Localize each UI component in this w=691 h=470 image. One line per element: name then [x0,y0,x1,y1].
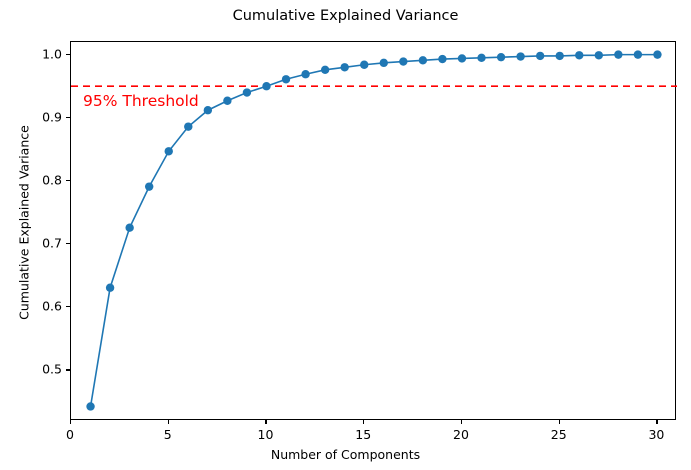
data-point [164,147,173,156]
data-point [262,82,271,91]
x-tick-label: 30 [648,427,665,442]
y-tick-label: 0.5 [42,361,62,377]
series-group [86,50,662,411]
data-point [496,52,506,62]
x-tick-label: 10 [257,427,274,442]
x-tick-mark [265,420,267,424]
data-point [418,56,428,65]
x-tick-mark [70,420,72,424]
x-axis-label: Number of Components [270,447,421,462]
data-point [360,60,369,69]
y-tick-label: 0.8 [42,172,62,188]
y-axis-label: Cumulative Explained Variance [16,125,32,320]
data-point [575,51,584,60]
y-tick-mark [66,53,70,55]
data-point [457,54,467,63]
threshold-annotation-label: 95% Threshold [83,92,199,111]
y-tick-mark [66,369,70,371]
x-axis-tick-labels: 0 5 10 15 20 25 30 [0,427,691,447]
plot-area: 95% Threshold [70,41,677,420]
data-point [203,106,213,115]
data-point [144,182,154,191]
x-tick-mark [460,420,463,424]
data-point [86,402,95,411]
data-point [614,50,623,59]
x-tick-mark [558,420,560,424]
y-axis-tick-labels: 0.5 0.6 0.7 0.8 0.9 1.0 [0,0,62,470]
plot-svg [71,50,677,411]
y-tick-mark [66,116,70,118]
x-tick-label: 5 [163,427,172,442]
y-tick-mark [66,179,70,182]
x-tick-label: 20 [453,427,469,442]
data-point [477,53,486,62]
data-point [105,283,115,292]
data-point [184,122,193,131]
data-point [242,88,252,97]
x-tick-label: 25 [550,427,567,442]
data-point [438,54,447,64]
x-tick-label: 0 [66,427,74,442]
x-tick-label: 15 [355,427,372,442]
data-point [535,51,545,61]
data-point [223,96,232,105]
y-tick-mark [66,243,70,245]
cumulative-variance-markers [86,50,662,411]
y-tick-label: 0.9 [42,109,62,125]
data-point [653,50,662,59]
data-point [281,75,291,84]
data-point [633,50,643,59]
data-point [301,70,310,79]
data-point [594,51,604,60]
chart-title: Cumulative Explained Variance [232,8,459,24]
data-point [340,63,349,72]
x-tick-mark [656,420,658,424]
data-point [555,51,564,61]
data-point [379,58,388,68]
data-point [399,57,408,66]
y-tick-label: 0.6 [42,298,62,314]
y-tick-label: 1.0 [42,46,62,62]
x-tick-mark [167,420,169,424]
data-point [125,223,134,232]
y-tick-mark [66,306,70,308]
y-tick-label: 0.7 [42,235,62,251]
x-tick-mark [363,420,365,424]
data-point [320,65,330,74]
data-point [516,52,525,61]
